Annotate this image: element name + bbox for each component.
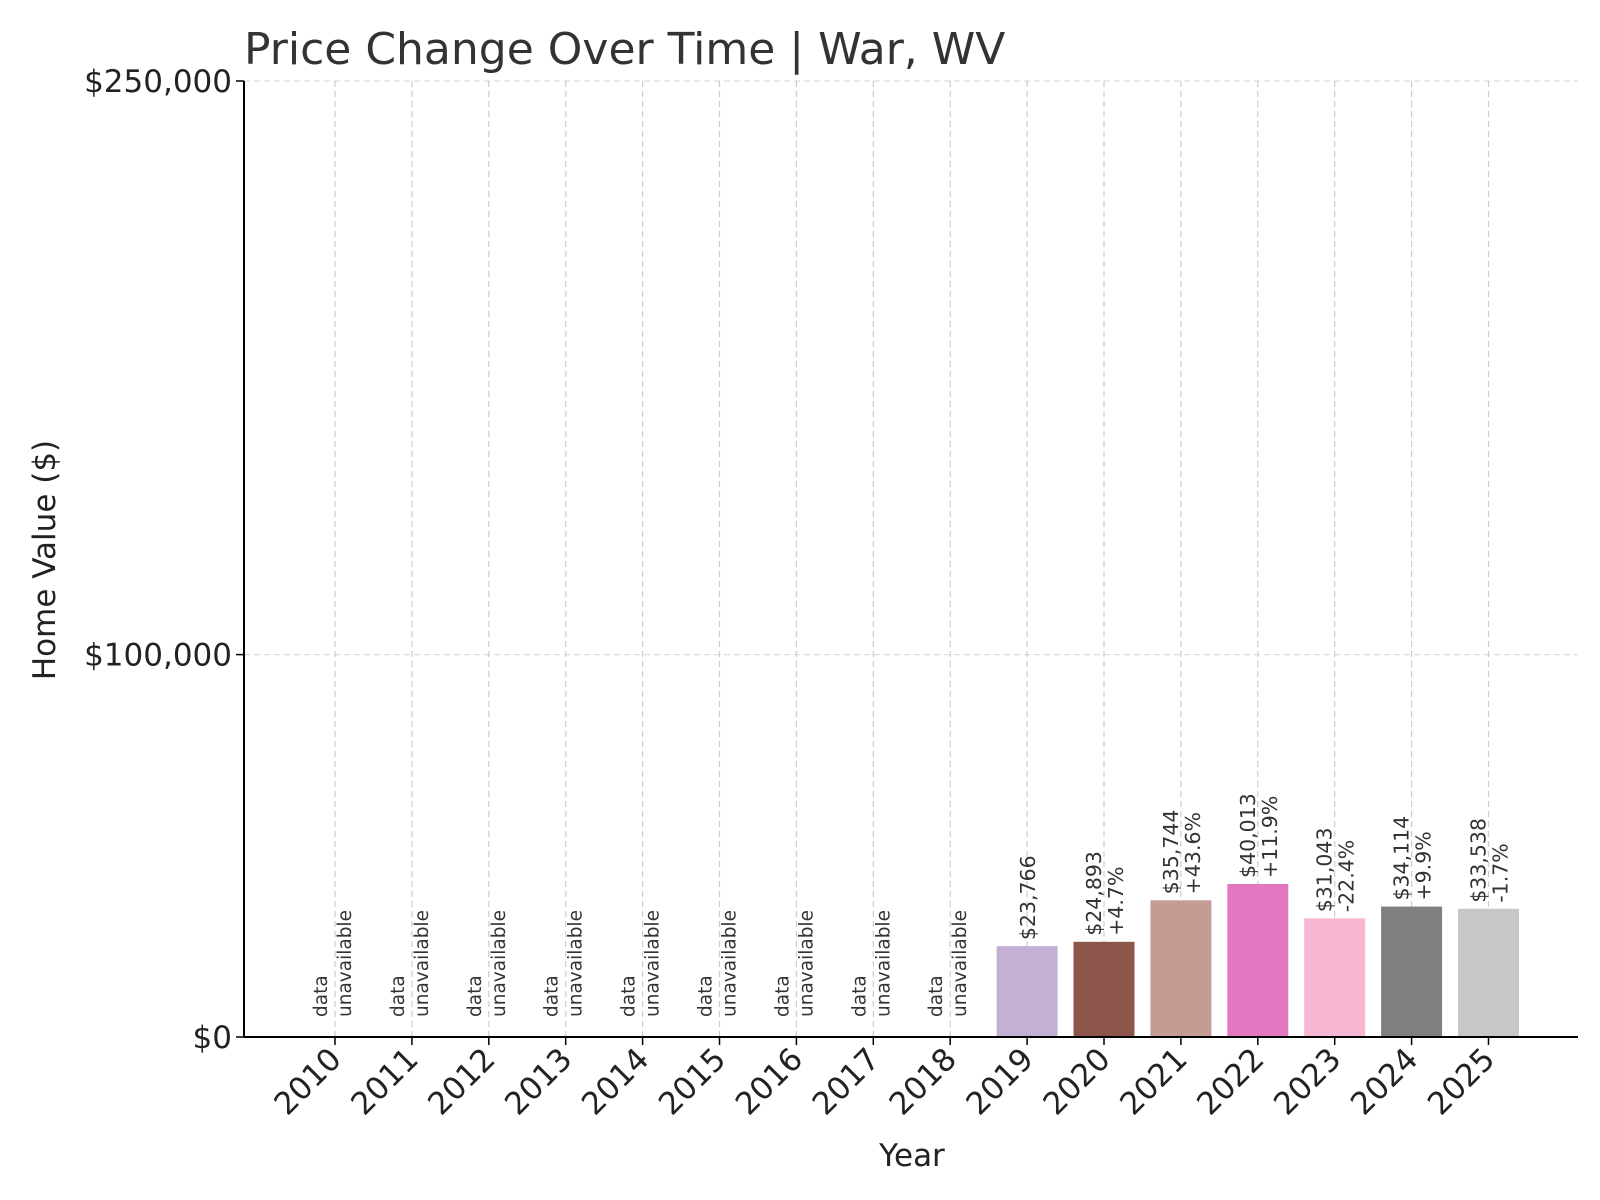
bars xyxy=(996,883,1519,1037)
data-unavailable-label: data unavailable xyxy=(388,910,433,1017)
grid-lines xyxy=(244,80,1578,1037)
data-unavailable-label: data unavailable xyxy=(311,910,356,1017)
bar-value-label: $40,013+11.9% xyxy=(1236,793,1282,878)
data-unavailable-label: data unavailable xyxy=(619,910,664,1017)
bar-2021 xyxy=(1150,900,1212,1037)
bar-value-label: $33,538-1.7% xyxy=(1467,818,1513,903)
x-tick-label: 2020 xyxy=(1036,1041,1117,1122)
x-axis-label: Year xyxy=(878,1138,945,1174)
x-tick-label: 2023 xyxy=(1267,1041,1348,1122)
bar-2019 xyxy=(996,946,1058,1037)
x-tick-label: 2018 xyxy=(883,1041,964,1122)
x-tick-label: 2024 xyxy=(1344,1041,1425,1122)
data-unavailable-label: data unavailable xyxy=(849,910,894,1017)
x-tick-label: 2012 xyxy=(421,1041,502,1122)
x-tick-label: 2022 xyxy=(1190,1041,1271,1122)
data-unavailable-label: data unavailable xyxy=(696,910,741,1017)
data-unavailable-label: data unavailable xyxy=(542,910,587,1017)
data-unavailable-label: data unavailable xyxy=(465,910,510,1017)
x-tick-label: 2014 xyxy=(575,1041,656,1122)
bar-value-label: $31,043-22.4% xyxy=(1313,828,1359,913)
x-tick-label: 2017 xyxy=(806,1041,887,1122)
bar-2020 xyxy=(1073,941,1135,1037)
bar-value-label: $23,766 xyxy=(1016,855,1040,940)
data-unavailable-label: data unavailable xyxy=(772,910,817,1017)
bar-2025 xyxy=(1458,908,1519,1037)
x-tick-label: 2021 xyxy=(1113,1041,1194,1122)
x-tick-label: 2019 xyxy=(960,1041,1041,1122)
chart-title: Price Change Over Time | War, WV xyxy=(244,24,1005,75)
bar-value-label: $35,744+43.6% xyxy=(1159,810,1205,895)
bar-2024 xyxy=(1381,906,1443,1037)
bar-labels: data unavailable data unavailable data unavai… xyxy=(311,793,1513,1017)
data-unavailable-label: data unavailable xyxy=(926,910,971,1017)
bar-value-label: $24,893+4.7% xyxy=(1082,851,1128,936)
x-tick-label: 2015 xyxy=(652,1041,733,1122)
y-tick-label: $0 xyxy=(193,1020,232,1056)
bar-2023 xyxy=(1304,918,1366,1037)
y-axis-label: Home Value ($) xyxy=(27,440,63,680)
x-tick-label: 2011 xyxy=(344,1041,425,1122)
y-tick-label: $250,000 xyxy=(84,64,232,100)
bar-2022 xyxy=(1227,883,1289,1037)
x-tick-label: 2016 xyxy=(729,1041,810,1122)
y-tick-label: $100,000 xyxy=(84,638,232,674)
x-tick-label: 2010 xyxy=(267,1041,348,1122)
bar-value-label: $34,114+9.9% xyxy=(1390,816,1436,901)
x-tick-label: 2013 xyxy=(498,1041,579,1122)
x-tick-label: 2025 xyxy=(1421,1041,1502,1122)
